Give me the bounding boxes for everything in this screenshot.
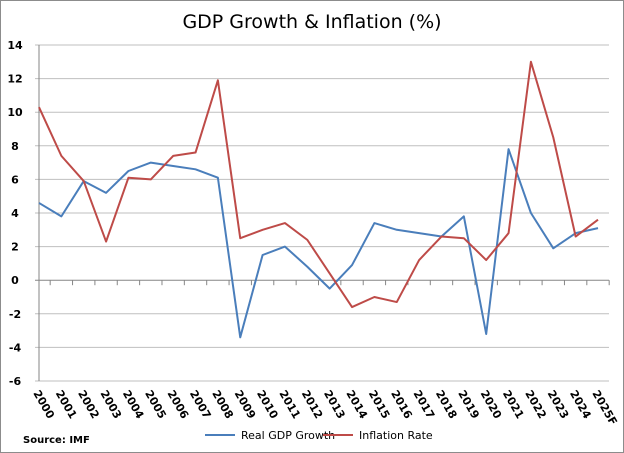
x-tick-label: 2013 bbox=[321, 388, 348, 421]
x-tick-label: 2005 bbox=[142, 388, 169, 421]
x-tick-label: 2025F bbox=[589, 388, 619, 428]
x-tick-label: 2000 bbox=[30, 388, 57, 421]
x-tick-label: 2021 bbox=[500, 388, 527, 421]
series-line-gdp bbox=[38, 148, 599, 339]
x-tick-label: 2024 bbox=[567, 388, 594, 421]
y-tick-label: -6 bbox=[9, 375, 22, 388]
y-tick-label: -2 bbox=[9, 308, 21, 321]
y-tick-label: -4 bbox=[9, 341, 22, 354]
y-tick-label: 12 bbox=[7, 73, 22, 86]
legend-label: Inflation Rate bbox=[359, 429, 433, 442]
y-tick-label: 4 bbox=[11, 207, 19, 220]
x-tick-label: 2011 bbox=[276, 388, 303, 421]
y-tick-label: 2 bbox=[11, 241, 19, 254]
x-tick-label: 2016 bbox=[388, 388, 415, 421]
x-tick-label: 2022 bbox=[522, 388, 549, 421]
chart-title: GDP Growth & Inflation (%) bbox=[182, 11, 441, 33]
x-tick-label: 2006 bbox=[165, 388, 192, 421]
x-tick-label: 2009 bbox=[232, 388, 259, 421]
source-note: Source: IMF bbox=[23, 435, 90, 446]
x-tick-label: 2002 bbox=[75, 388, 102, 421]
y-tick-label: 10 bbox=[7, 106, 23, 119]
y-tick-label: 0 bbox=[11, 274, 19, 287]
legend-label: Real GDP Growth bbox=[241, 429, 335, 442]
x-tick-label: 2007 bbox=[187, 388, 214, 421]
x-tick-label: 2023 bbox=[545, 388, 572, 421]
y-tick-label: 8 bbox=[11, 140, 19, 153]
x-tick-label: 2008 bbox=[209, 388, 236, 421]
x-tick-label: 2020 bbox=[478, 388, 505, 421]
x-tick-label: 2003 bbox=[97, 388, 124, 421]
x-tick-label: 2010 bbox=[254, 388, 281, 421]
y-tick-label: 14 bbox=[7, 39, 23, 52]
x-tick-label: 2012 bbox=[299, 388, 326, 421]
x-tick-label: 2014 bbox=[343, 388, 370, 421]
x-tick-label: 2004 bbox=[120, 388, 147, 421]
x-tick-label: 2001 bbox=[53, 388, 80, 421]
x-tick-label: 2017 bbox=[411, 388, 438, 421]
x-tick-label: 2019 bbox=[455, 388, 482, 421]
x-tick-label: 2015 bbox=[366, 388, 393, 421]
x-tick-label: 2018 bbox=[433, 388, 460, 421]
y-tick-label: 6 bbox=[11, 173, 19, 186]
series-line-inflation bbox=[38, 60, 599, 309]
